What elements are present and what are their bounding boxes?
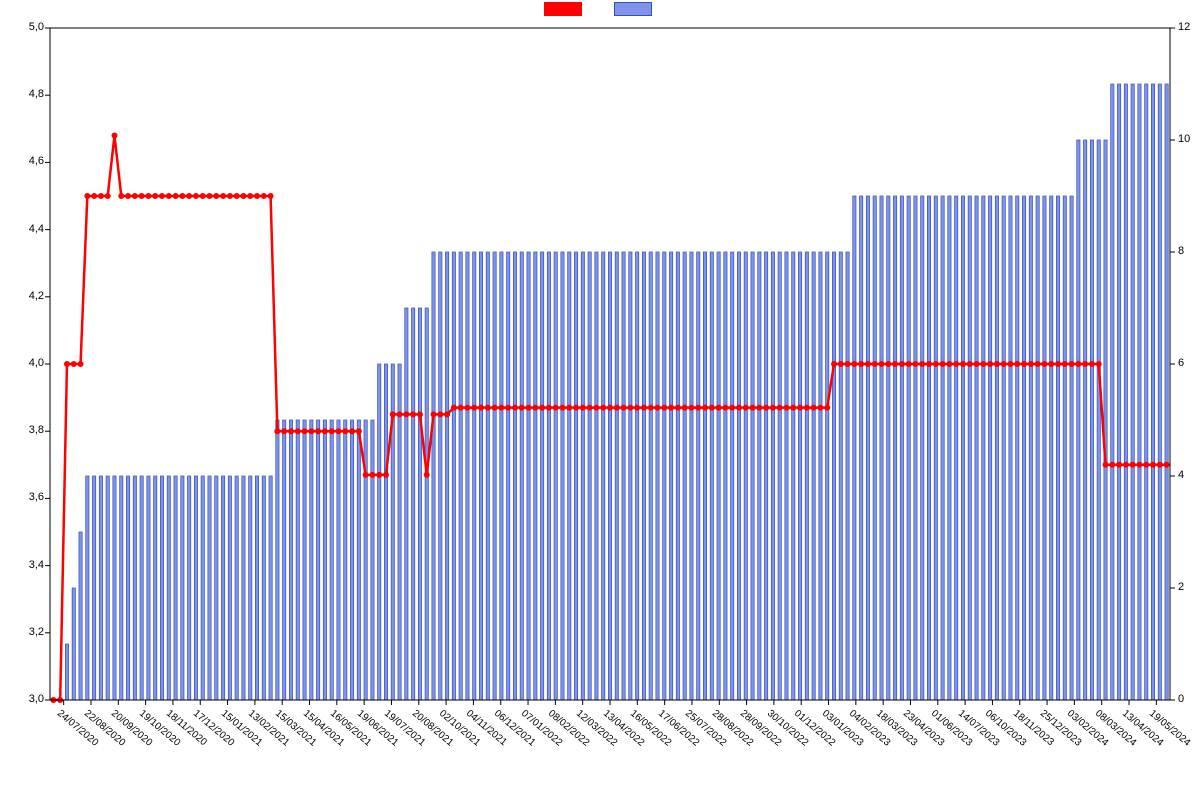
y-left-tick-label: 4,0 xyxy=(8,357,44,369)
y-left-tick-label: 3,8 xyxy=(8,424,44,436)
y-right-tick-label: 6 xyxy=(1178,357,1200,369)
y-left-tick-label: 3,4 xyxy=(8,559,44,571)
y-left-tick-label: 3,6 xyxy=(8,491,44,503)
y-right-tick-label: 4 xyxy=(1178,469,1200,481)
y-left-tick-label: 4,6 xyxy=(8,155,44,167)
y-left-tick-label: 4,4 xyxy=(8,223,44,235)
y-right-tick-label: 12 xyxy=(1178,21,1200,33)
y-left-tick-label: 4,2 xyxy=(8,290,44,302)
y-left-tick-label: 3,0 xyxy=(8,693,44,705)
time-series-combo-chart: 3,0 3,2 3,4 3,6 3,8 4,0 4,2 4,4 4,6 4,8 5,0 0 2 4 6 8 10… xyxy=(0,0,1200,800)
y-right-tick-label: 0 xyxy=(1178,693,1200,705)
y-right-tick-label: 10 xyxy=(1178,133,1200,145)
chart-plot-svg xyxy=(0,0,1200,800)
y-right-tick-label: 8 xyxy=(1178,245,1200,257)
y-right-tick-label: 2 xyxy=(1178,581,1200,593)
y-left-tick-label: 4,8 xyxy=(8,88,44,100)
y-left-tick-label: 5,0 xyxy=(8,21,44,33)
y-left-tick-label: 3,2 xyxy=(8,626,44,638)
